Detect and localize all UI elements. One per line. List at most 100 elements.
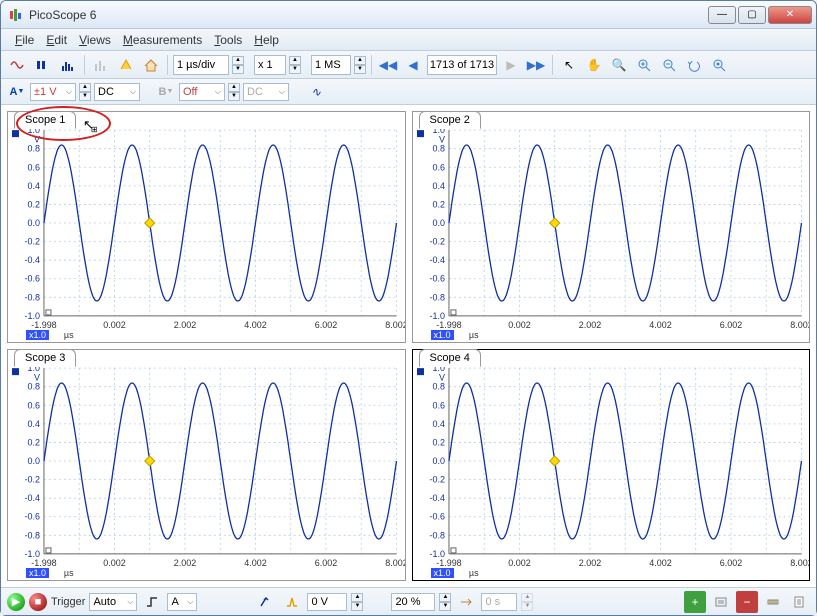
scope-panel-4[interactable]: Scope 4 1.00.80.60.40.20.0-0.2-0.4-0.6-0…	[412, 349, 811, 581]
zoom-badge-3: x1.0	[26, 568, 49, 578]
svg-text:V: V	[34, 372, 40, 382]
channel-b-coupling[interactable]: DC⌵	[243, 83, 289, 101]
zoom-window-icon[interactable]: 🔍	[608, 54, 630, 76]
persistence-mode-icon[interactable]	[32, 54, 54, 76]
scope-tab-3[interactable]: Scope 3	[14, 349, 76, 367]
scope-panel-1[interactable]: Scope 1 1.00.80.60.40.20.0-0.2-0.4-0.6-0…	[7, 111, 406, 343]
trigger-advanced-icon[interactable]	[281, 591, 303, 613]
channel-a-coupling[interactable]: DC⌵	[94, 83, 140, 101]
pretrigger[interactable]: 20 %	[391, 593, 435, 611]
zoom-full-icon[interactable]	[708, 54, 730, 76]
zoom-combo[interactable]: x 1	[254, 55, 286, 75]
svg-text:0.002: 0.002	[103, 558, 125, 568]
zoom-in-icon[interactable]	[633, 54, 655, 76]
buffer-next-icon[interactable]: ▶	[500, 54, 522, 76]
trigger-mode-combo[interactable]: Auto⌵	[89, 593, 137, 611]
scope-grid: Scope 1 1.00.80.60.40.20.0-0.2-0.4-0.6-0…	[1, 105, 816, 587]
svg-text:0.6: 0.6	[27, 400, 39, 410]
home-icon[interactable]	[140, 54, 162, 76]
edit-measurement-icon[interactable]	[710, 591, 732, 613]
svg-text:-0.2: -0.2	[24, 475, 39, 485]
menu-edit[interactable]: Edit	[46, 33, 67, 47]
channel-b-state[interactable]: Off⌵	[179, 83, 225, 101]
svg-text:-0.4: -0.4	[24, 255, 39, 265]
trigger-rising-icon[interactable]	[255, 591, 277, 613]
svg-text:µs: µs	[468, 568, 478, 578]
stop-button[interactable]: ■	[29, 593, 47, 611]
svg-text:0.4: 0.4	[432, 181, 444, 191]
menu-help[interactable]: Help	[254, 33, 279, 47]
zoom-badge-1: x1.0	[26, 330, 49, 340]
notes-icon[interactable]	[788, 591, 810, 613]
scope-tab-1[interactable]: Scope 1	[14, 111, 76, 129]
menu-file[interactable]: File	[15, 33, 34, 47]
svg-text:0.002: 0.002	[103, 320, 125, 330]
scope-mode-icon[interactable]	[7, 54, 29, 76]
trigger-level-spinner[interactable]: ▲▼	[351, 593, 363, 611]
svg-text:8.002: 8.002	[790, 320, 809, 330]
channel-b-state-spinner[interactable]: ▲▼	[228, 83, 240, 101]
svg-text:-1.998: -1.998	[436, 558, 461, 568]
trigger-level[interactable]: 0 V	[307, 593, 347, 611]
channel-a-range[interactable]: ±1 V⌵	[30, 83, 76, 101]
scope-body-3: 1.00.80.60.40.20.0-0.2-0.4-0.6-0.8-1.0V-…	[8, 364, 405, 580]
run-button[interactable]: ▶	[7, 593, 25, 611]
timebase-spinner[interactable]: ▲▼	[232, 56, 244, 74]
add-measurement-icon[interactable]: +	[684, 591, 706, 613]
sig-gen-icon[interactable]	[90, 54, 112, 76]
trigger-channel-combo[interactable]: A⌵	[167, 593, 197, 611]
trigger-edge-icon[interactable]	[141, 591, 163, 613]
svg-text:6.002: 6.002	[719, 558, 741, 568]
scope-chart-3: 1.00.80.60.40.20.0-0.2-0.4-0.6-0.8-1.0V-…	[8, 364, 405, 580]
buffer-pos[interactable]: 1713 of 1713	[427, 55, 497, 75]
auto-setup-icon[interactable]	[115, 54, 137, 76]
channel-a-label[interactable]: A▼	[7, 83, 27, 101]
channel-a-range-spinner[interactable]: ▲▼	[79, 83, 91, 101]
close-button[interactable]: ✕	[768, 6, 812, 24]
pretrigger-spinner[interactable]: ▲▼	[439, 593, 451, 611]
spectrum-mode-icon[interactable]	[57, 54, 79, 76]
buffer-first-icon[interactable]: ◀◀	[377, 54, 399, 76]
svg-text:-0.6: -0.6	[24, 274, 39, 284]
svg-text:0.2: 0.2	[27, 437, 39, 447]
minimize-button[interactable]: —	[708, 6, 736, 24]
scope-panel-2[interactable]: Scope 2 1.00.80.60.40.20.0-0.2-0.4-0.6-0…	[412, 111, 811, 343]
svg-text:0.0: 0.0	[27, 218, 39, 228]
samples-combo[interactable]: 1 MS	[311, 55, 351, 75]
svg-text:6.002: 6.002	[315, 320, 337, 330]
rulers-icon[interactable]	[762, 591, 784, 613]
menu-tools[interactable]: Tools	[214, 33, 242, 47]
trigger-delay-spinner[interactable]: ▲▼	[521, 593, 533, 611]
svg-text:0.4: 0.4	[27, 181, 39, 191]
svg-text:0.2: 0.2	[432, 199, 444, 209]
remove-measurement-icon[interactable]: −	[736, 591, 758, 613]
scope-tab-4[interactable]: Scope 4	[419, 349, 481, 367]
trigger-pos-icon[interactable]	[455, 591, 477, 613]
svg-text:0.2: 0.2	[432, 437, 444, 447]
timebase-combo[interactable]: 1 µs/div	[173, 55, 229, 75]
scope-chart-4: 1.00.80.60.40.20.0-0.2-0.4-0.6-0.8-1.0V-…	[413, 364, 810, 580]
maximize-button[interactable]: ▢	[738, 6, 766, 24]
waveform-math-icon[interactable]: ∿	[305, 81, 327, 103]
toolbar-main: 1 µs/div ▲▼ x 1 ▲▼ 1 MS ▲▼ ◀◀ ◀ 1713 of …	[1, 51, 816, 79]
buffer-last-icon[interactable]: ▶▶	[525, 54, 547, 76]
svg-text:V: V	[438, 134, 444, 144]
scope-chart-1: 1.00.80.60.40.20.0-0.2-0.4-0.6-0.8-1.0V-…	[8, 126, 405, 342]
samples-spinner[interactable]: ▲▼	[354, 56, 366, 74]
buffer-prev-icon[interactable]: ◀	[402, 54, 424, 76]
zoom-spinner[interactable]: ▲▼	[289, 56, 301, 74]
trigger-delay[interactable]: 0 s	[481, 593, 517, 611]
svg-text:-0.4: -0.4	[429, 493, 444, 503]
svg-text:8.002: 8.002	[790, 558, 809, 568]
zoom-badge-2: x1.0	[431, 330, 454, 340]
pointer-tool-icon[interactable]: ↖	[558, 54, 580, 76]
scope-tab-2[interactable]: Scope 2	[419, 111, 481, 129]
svg-text:V: V	[34, 134, 40, 144]
channel-b-label[interactable]: B▼	[156, 83, 176, 101]
zoom-out-icon[interactable]	[658, 54, 680, 76]
scope-panel-3[interactable]: Scope 3 1.00.80.60.40.20.0-0.2-0.4-0.6-0…	[7, 349, 406, 581]
menu-measurements[interactable]: Measurements	[123, 33, 202, 47]
undo-zoom-icon[interactable]	[683, 54, 705, 76]
hand-tool-icon[interactable]: ✋	[583, 54, 605, 76]
menu-views[interactable]: Views	[79, 33, 111, 47]
